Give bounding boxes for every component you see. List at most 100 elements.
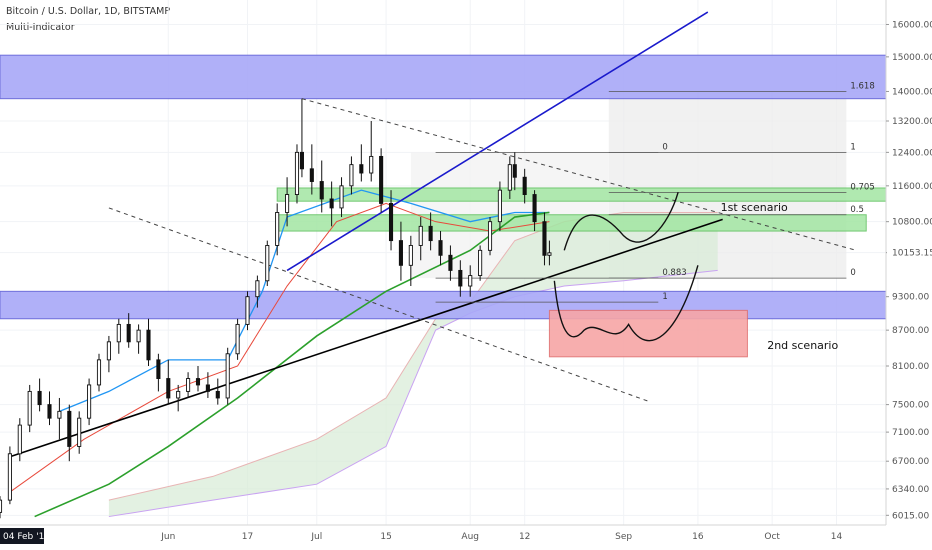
candle-body: [468, 275, 473, 287]
price-tick-label: 7500.00: [892, 401, 929, 411]
fib-retracement-label: 0.883: [662, 268, 686, 278]
candle-body: [235, 323, 240, 355]
candle-body: [309, 168, 314, 182]
candle: [275, 203, 280, 256]
candle: [329, 181, 334, 227]
second-scenario-zone: [548, 309, 748, 358]
candle-body: [438, 240, 443, 256]
price-tick-label: 8700.00: [892, 326, 929, 336]
resistance-zone: [0, 54, 886, 100]
candle: [116, 318, 121, 354]
candle: [468, 265, 473, 297]
candle-body: [77, 417, 82, 447]
candle-body: [47, 404, 52, 419]
candle-body: [478, 249, 483, 277]
candle: [532, 190, 537, 232]
candle-body: [369, 155, 374, 174]
candle: [299, 98, 304, 178]
cloud-lower-line: [108, 269, 718, 518]
candle-body: [225, 353, 230, 399]
price-tick-label: 6700.00: [892, 457, 929, 467]
second-scenario-label: 2nd scenario: [767, 339, 838, 352]
indicator-label: Multi-Indicator: [6, 22, 75, 33]
price-tick-label: 10153.15: [892, 249, 932, 259]
candle: [388, 190, 394, 251]
price-tick-label: 10800.00: [892, 218, 932, 228]
green-zone-upper: [276, 187, 886, 202]
candle-body: [136, 329, 141, 343]
candle-body: [547, 252, 552, 256]
candle-body: [126, 323, 131, 343]
candle-body: [57, 410, 62, 419]
candle-body: [116, 323, 121, 343]
candle-body: [265, 245, 270, 282]
second-scenario-sketch: [553, 265, 699, 342]
candle-body: [37, 390, 42, 406]
candle-body: [349, 164, 354, 187]
candle-body: [17, 424, 22, 455]
candle: [547, 240, 552, 266]
last-price-bg: [887, 245, 931, 260]
date-tick-label: Aug: [461, 532, 479, 542]
candle-body: [205, 384, 210, 392]
price-tick-label: 15000.00: [892, 53, 932, 63]
candle-body: [542, 221, 547, 256]
ichimoku-cloud: [108, 212, 718, 517]
first-scenario-label: 1st scenario: [721, 201, 788, 214]
price-tick-label: 14000.00: [892, 87, 932, 97]
candle: [215, 378, 220, 405]
candle: [265, 240, 270, 287]
candle-body: [388, 202, 394, 242]
date-tick-label: 04 Feb '18: [3, 532, 50, 542]
price-tick-label: 6015.00: [892, 511, 929, 521]
candle: [57, 397, 62, 440]
candle: [156, 353, 161, 392]
candle-body: [186, 378, 191, 392]
candle: [309, 144, 314, 195]
candle: [359, 144, 364, 182]
candle-body: [379, 155, 384, 204]
date-tick-label: Oct: [764, 532, 780, 542]
fib-retracement-label: 1: [662, 292, 667, 302]
candle: [522, 168, 527, 204]
candle-body: [166, 378, 171, 399]
candle-body: [408, 245, 413, 266]
candle-body: [319, 181, 324, 200]
candle-body: [497, 189, 502, 223]
date-tick-label: 14: [831, 532, 843, 542]
candle-body: [448, 254, 453, 271]
candle: [37, 378, 42, 412]
first-date-badge: [0, 528, 44, 544]
candle-body: [285, 194, 290, 213]
candle: [512, 152, 517, 191]
candle: [245, 291, 250, 331]
support-zone: [0, 290, 886, 320]
candle: [448, 245, 453, 281]
price-tick-label: 12400.00: [892, 148, 932, 158]
candle-body: [67, 410, 72, 447]
candle: [487, 217, 493, 256]
candle-body: [359, 164, 364, 174]
candle: [438, 231, 443, 266]
candle-body: [299, 151, 304, 170]
price-tick-label: 16000.00: [892, 20, 932, 30]
candle-body: [215, 390, 220, 399]
candle: [458, 260, 463, 297]
candle: [285, 177, 290, 227]
candle: [67, 404, 72, 462]
candle: [136, 324, 141, 354]
black-trendline: [9, 218, 723, 458]
candle-body: [428, 225, 433, 242]
chart-symbol-title: Bitcoin / U.S. Dollar, 1D, BITSTAMP: [6, 6, 171, 17]
candle-body: [0, 499, 3, 513]
price-tick-label: 11600.00: [892, 182, 932, 192]
candle-body: [255, 280, 260, 298]
candle-body: [156, 359, 161, 379]
price-tick-label: 6340.00: [892, 485, 929, 495]
date-tick-label: 16: [692, 532, 704, 542]
candle: [176, 384, 181, 412]
candle: [126, 313, 131, 348]
price-tick-label: 7100.00: [892, 428, 929, 438]
fib-level-label: 0: [850, 268, 855, 278]
